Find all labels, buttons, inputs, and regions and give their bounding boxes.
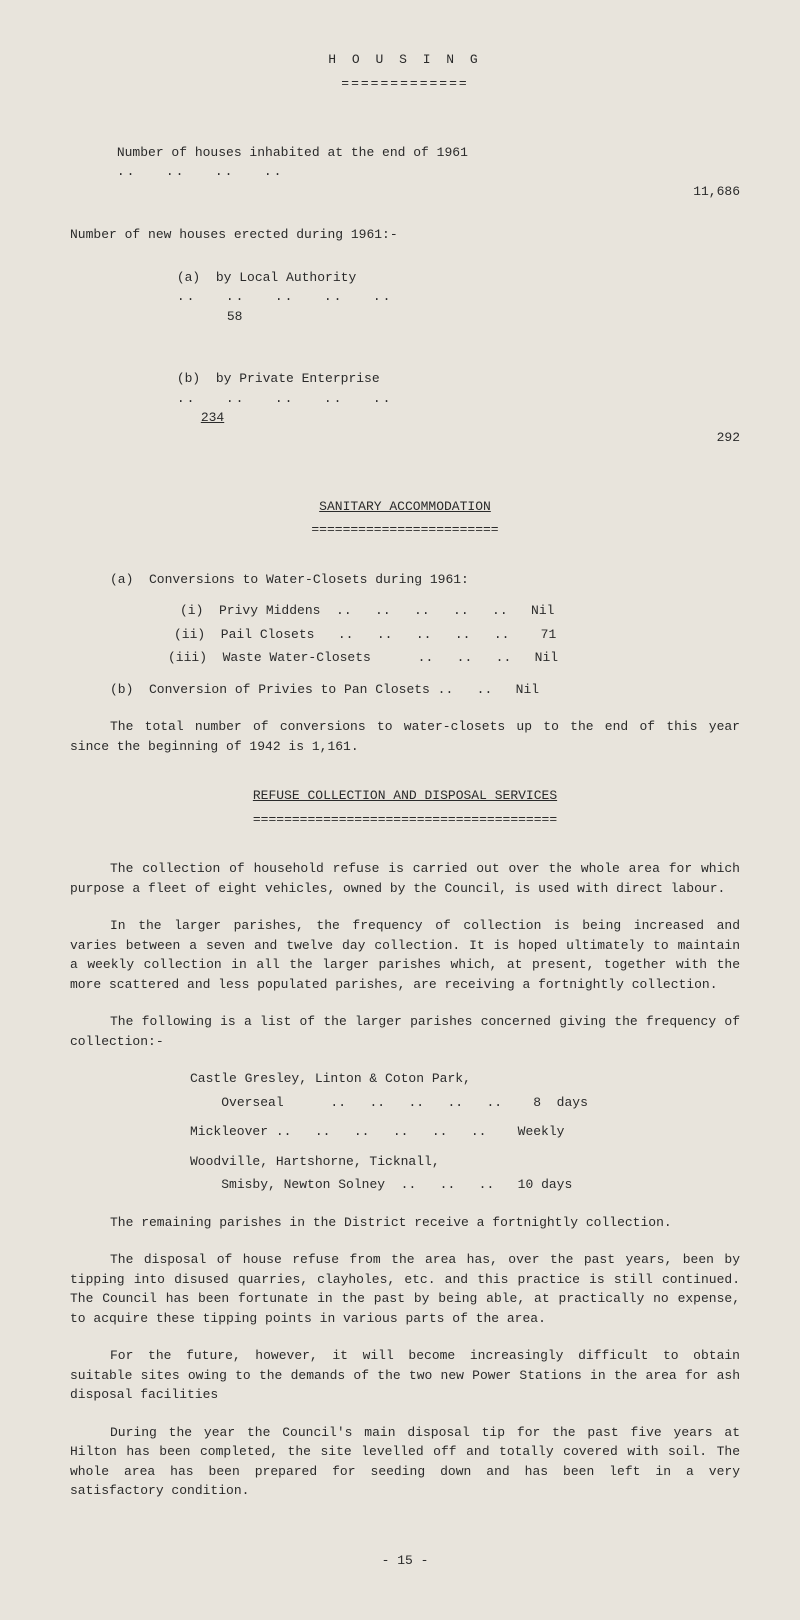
page-number: - 15 - xyxy=(70,1551,740,1571)
housing-heading-underline: ============= xyxy=(70,74,740,94)
refuse-para-5: The disposal of house refuse from the ar… xyxy=(70,1250,740,1328)
frequency-list: Castle Gresley, Linton & Coton Park, Ove… xyxy=(190,1069,740,1195)
refuse-para-3: The following is a list of the larger pa… xyxy=(70,1012,740,1051)
dots: .. .. .. .. xyxy=(117,164,284,179)
houses-inhabited-value: 11,686 xyxy=(693,182,740,202)
list-item-woodville-a: Woodville, Hartshorne, Ticknall, xyxy=(190,1152,740,1172)
list-item-woodville-b: Smisby, Newton Solney .. .. .. 10 days xyxy=(190,1175,740,1195)
sanitary-summary-para: The total number of conversions to water… xyxy=(70,717,740,756)
refuse-para-6: For the future, however, it will become … xyxy=(70,1346,740,1405)
document-page: H O U S I N G ============= Number of ho… xyxy=(0,0,800,1620)
private-enterprise-value: 234 xyxy=(201,408,224,428)
refuse-para-4: The remaining parishes in the District r… xyxy=(70,1213,740,1233)
refuse-para-1: The collection of household refuse is ca… xyxy=(70,859,740,898)
refuse-block: The collection of household refuse is ca… xyxy=(70,859,740,1501)
refuse-para-7: During the year the Council's main dispo… xyxy=(70,1423,740,1501)
pail-closets-line: (ii) Pail Closets .. .. .. .. .. 71 xyxy=(174,625,740,645)
sanitary-heading: SANITARY ACCOMMODATION xyxy=(70,497,740,517)
waste-water-closets-line: (iii) Waste Water-Closets .. .. .. Nil xyxy=(168,648,740,668)
houses-erected-label: Number of new houses erected during 1961… xyxy=(70,225,740,245)
houses-erected-total: 292 xyxy=(717,428,740,448)
housing-heading: H O U S I N G xyxy=(70,50,740,70)
conversions-a-label: (a) Conversions to Water-Closets during … xyxy=(110,570,740,590)
local-authority-line: (a) by Local Authority .. .. .. .. .. 58 xyxy=(130,248,740,346)
list-item-castle-gresley-b: Overseal .. .. .. .. .. 8 days xyxy=(190,1093,740,1113)
private-enterprise-label: (b) by Private Enterprise xyxy=(177,371,380,386)
list-item-mickleover: Mickleover .. .. .. .. .. .. Weekly xyxy=(190,1122,740,1142)
refuse-heading: REFUSE COLLECTION AND DISPOSAL SERVICES xyxy=(70,786,740,806)
houses-inhabited-line: Number of houses inhabited at the end of… xyxy=(70,123,740,221)
conversions-b-line: (b) Conversion of Privies to Pan Closets… xyxy=(110,680,740,700)
sanitary-underline: ======================== xyxy=(70,520,740,540)
dots: .. .. .. .. .. xyxy=(177,391,393,406)
housing-block: Number of houses inhabited at the end of… xyxy=(70,123,740,467)
privy-middens-line: (i) Privy Middens .. .. .. .. .. Nil xyxy=(180,601,740,621)
sanitary-block: (a) Conversions to Water-Closets during … xyxy=(70,570,740,757)
list-item-castle-gresley-a: Castle Gresley, Linton & Coton Park, xyxy=(190,1069,740,1089)
refuse-underline: ======================================= xyxy=(70,810,740,830)
houses-inhabited-label: Number of houses inhabited at the end of… xyxy=(117,145,468,160)
dots: .. .. .. .. .. xyxy=(177,289,393,304)
private-enterprise-line: (b) by Private Enterprise .. .. .. .. ..… xyxy=(130,350,740,467)
local-authority-value: 58 xyxy=(227,307,243,327)
local-authority-label: (a) by Local Authority xyxy=(177,270,356,285)
refuse-para-2: In the larger parishes, the frequency of… xyxy=(70,916,740,994)
